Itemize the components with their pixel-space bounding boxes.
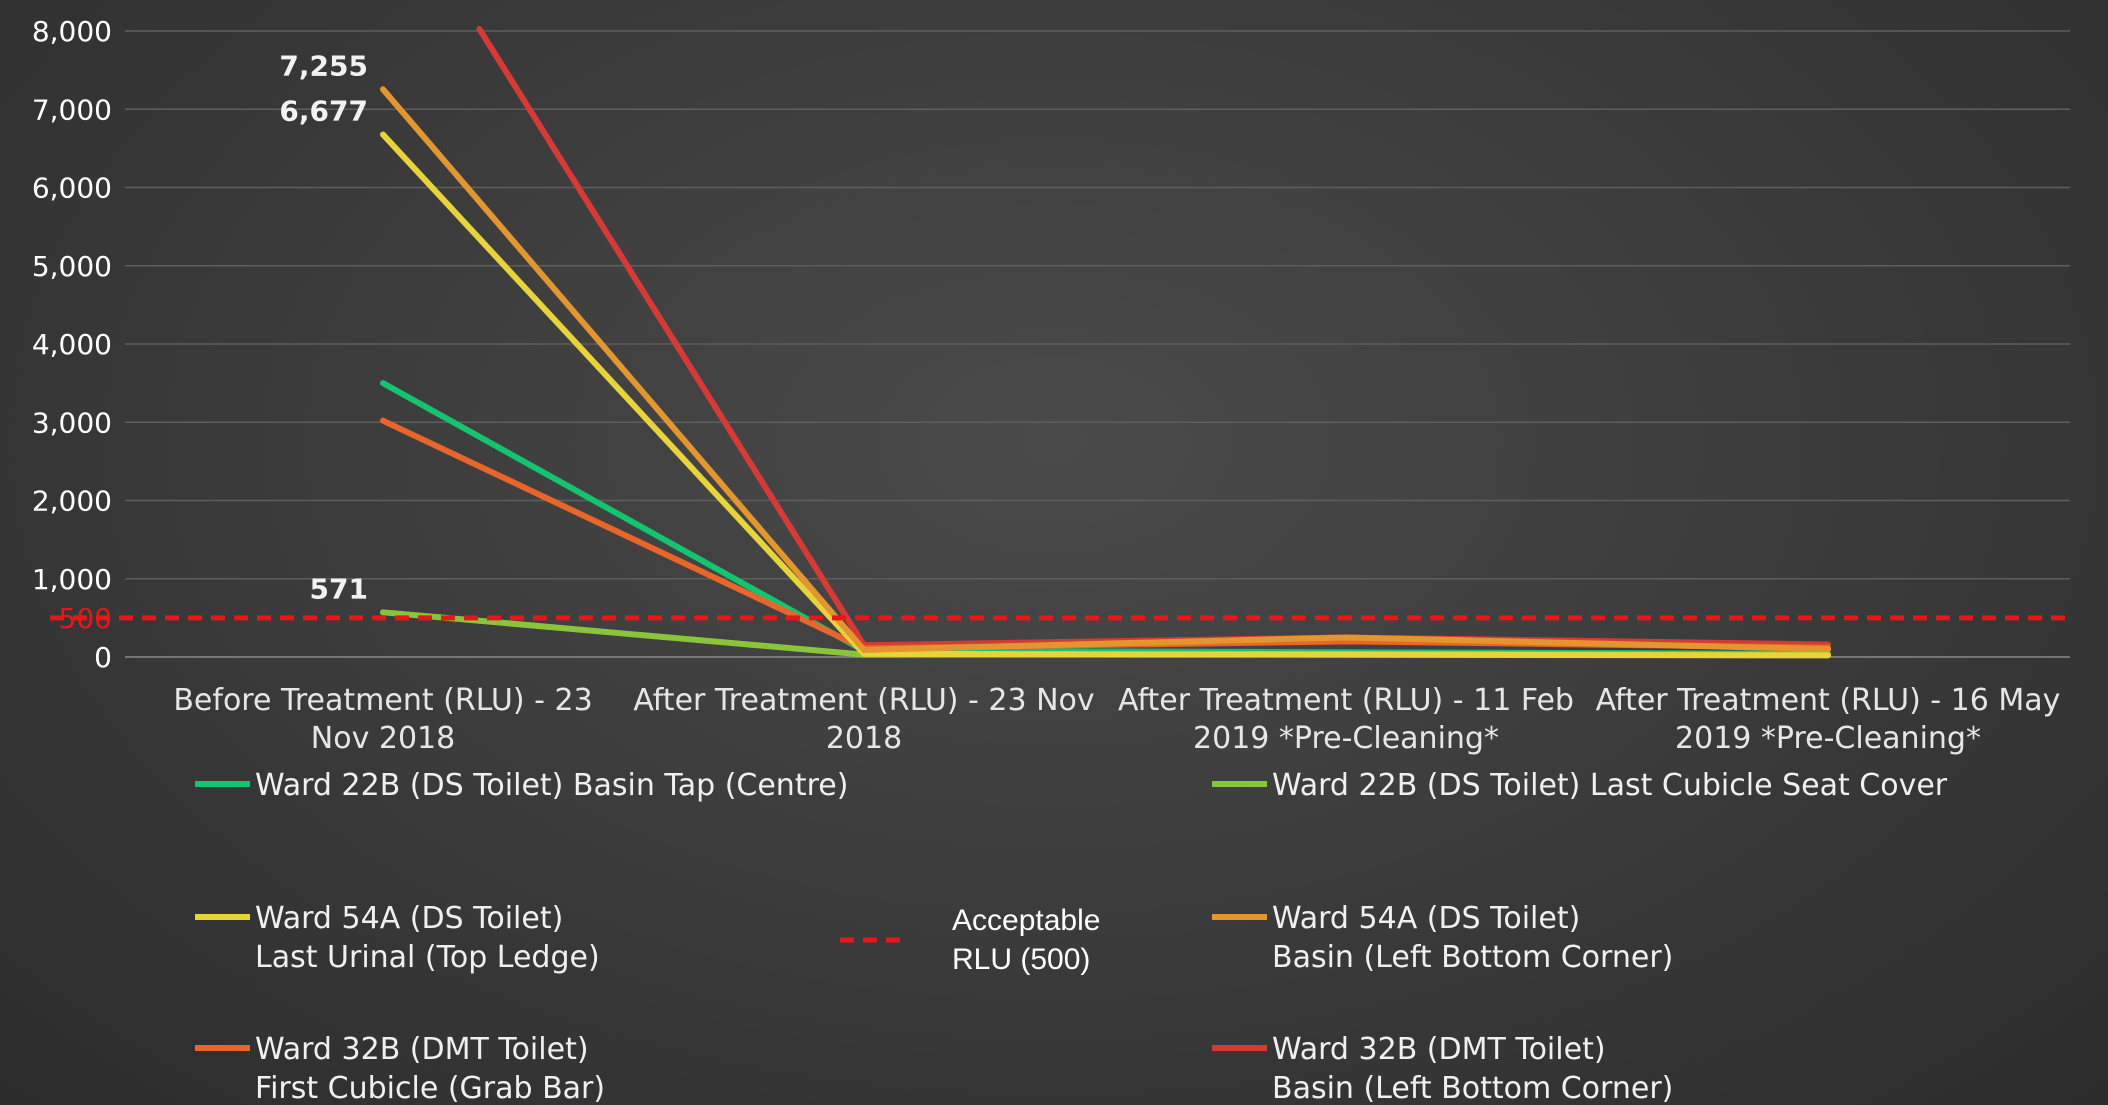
x-category-label: Nov 2018	[311, 721, 455, 756]
series-line	[380, 609, 1831, 658]
legend-label: Ward 22B (DS Toilet) Basin Tap (Centre)	[255, 768, 848, 803]
legend-label: Basin (Left Bottom Corner)	[1272, 940, 1673, 975]
legend-label-threshold: RLU (500)	[952, 943, 1090, 976]
y-tick-label: 2,000	[32, 485, 112, 518]
series-line	[476, 26, 1831, 649]
y-tick-label: 1,000	[32, 563, 112, 596]
legend-label: First Cubicle (Grab Bar)	[255, 1071, 605, 1105]
y-axis: 0 1,000 2,000 3,000 4,000 5,000 6,000 7,000 8,00…	[32, 15, 112, 674]
legend-label: Ward 32B (DMT Toilet)	[1272, 1032, 1606, 1067]
legend-label-threshold: Acceptable	[952, 904, 1100, 937]
legend-label: Basin (Left Bottom Corner)	[1272, 1071, 1673, 1105]
y-tick-label: 0	[94, 641, 112, 674]
data-label: 6,677	[279, 95, 368, 128]
x-category-label: 2019 *Pre-Cleaning*	[1675, 721, 1981, 756]
data-label: 7,255	[279, 49, 368, 82]
legend-label: Ward 22B (DS Toilet) Last Cubicle Seat C…	[1272, 768, 1948, 803]
y-tick-label: 4,000	[32, 328, 112, 361]
legend-label: Last Urinal (Top Ledge)	[255, 940, 600, 975]
y-tick-label: 6,000	[32, 172, 112, 205]
x-category-label: 2019 *Pre-Cleaning*	[1193, 721, 1499, 756]
x-category-label: 2018	[826, 721, 902, 756]
legend-label: Ward 54A (DS Toilet)	[255, 901, 563, 936]
series-lines	[380, 26, 1831, 659]
series-line	[380, 380, 1831, 657]
series-line	[380, 86, 1831, 653]
data-labels: 7,255 6,677 571	[279, 49, 368, 605]
y-tick-label: 5,000	[32, 250, 112, 283]
data-label: 571	[310, 572, 368, 605]
legend-label: Ward 32B (DMT Toilet)	[255, 1032, 589, 1067]
y-tick-label: 3,000	[32, 406, 112, 439]
x-category-label: Before Treatment (RLU) - 23	[173, 683, 592, 718]
x-category-label: After Treatment (RLU) - 23 Nov	[633, 683, 1094, 718]
series-line	[380, 417, 1831, 652]
y-tick-label: 7,000	[32, 93, 112, 126]
legend: Ward 22B (DS Toilet) Basin Tap (Centre) W…	[195, 768, 1948, 1105]
legend-label: Ward 54A (DS Toilet)	[1272, 901, 1580, 936]
y-tick-label: 8,000	[32, 15, 112, 48]
x-category-label: After Treatment (RLU) - 11 Feb	[1118, 683, 1574, 718]
series-line	[380, 131, 1831, 659]
x-category-label: After Treatment (RLU) - 16 May	[1596, 683, 2061, 718]
